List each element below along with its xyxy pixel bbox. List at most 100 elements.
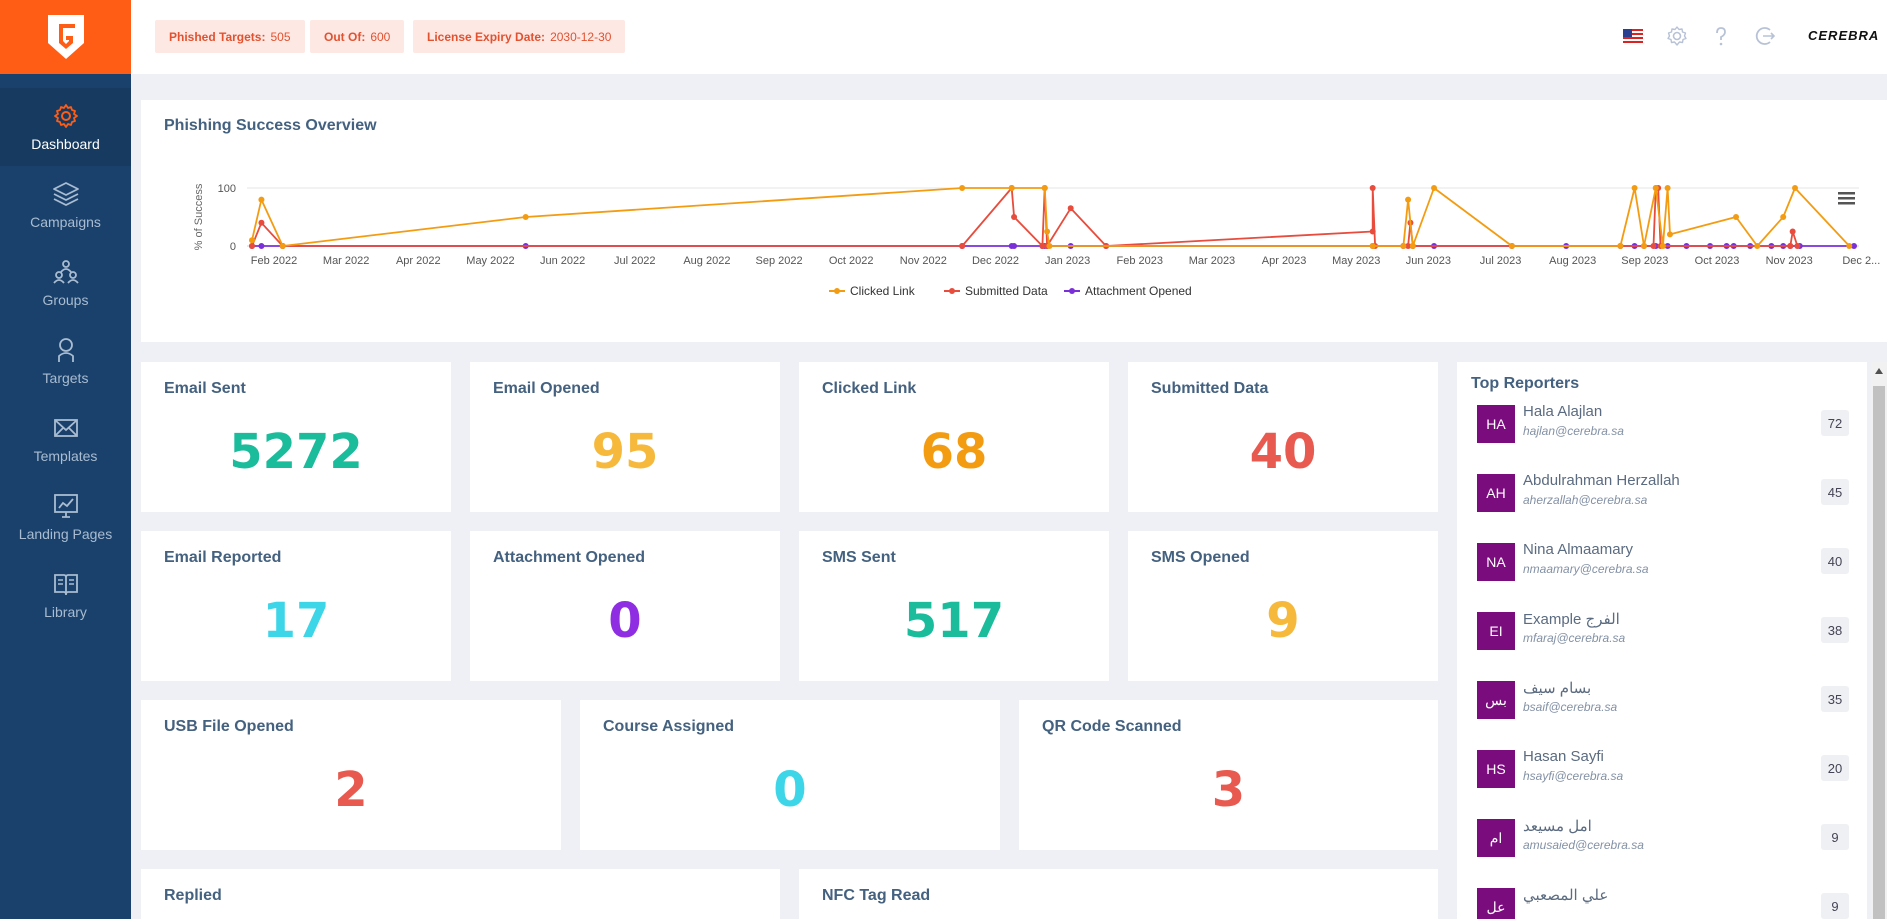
email-opened-card[interactable]: Email Opened 95 — [470, 362, 780, 512]
clicked-link-point — [1659, 243, 1666, 249]
sidebar-item-groups[interactable]: Groups — [0, 244, 131, 322]
group-icon — [52, 260, 79, 284]
submitted-data-point — [1787, 243, 1794, 249]
legend-marker-dot — [834, 288, 840, 294]
sidebar-item-dashboard[interactable]: Dashboard — [0, 88, 131, 166]
scroll-up-arrow-icon[interactable] — [1875, 368, 1883, 374]
clicked-link-point — [1641, 243, 1648, 249]
avatar: HA — [1477, 405, 1515, 443]
reporter-email: mfaraj@cerebra.sa — [1523, 631, 1626, 645]
x-tick-label: Feb 2023 — [1117, 255, 1163, 267]
reporters-scrollbar[interactable] — [1871, 362, 1887, 919]
reporter-row[interactable]: NA Nina Almaamary nmaamary@cerebra.sa 40 — [1477, 538, 1857, 588]
x-tick-label: Sep 2023 — [1621, 255, 1668, 267]
course-assigned-card[interactable]: Course Assigned 0 — [580, 700, 1000, 850]
top-reporters-card: Top Reporters HA Hala Alajlan hajlan@cereb… — [1457, 362, 1867, 919]
clicked-link-point — [1733, 214, 1740, 220]
legend-label: Attachment Opened — [1085, 284, 1192, 298]
reporter-row[interactable]: ام امل مسيعد amusaied@cerebra.sa 9 — [1477, 814, 1857, 864]
reporter-row[interactable]: HS Hasan Sayfi hsayfi@cerebra.sa 20 — [1477, 745, 1857, 795]
attachment-opened-point — [258, 243, 265, 249]
legend-marker-dot — [1069, 288, 1075, 294]
clicked-link-point — [1792, 185, 1799, 191]
logo-icon — [47, 15, 84, 59]
x-tick-label: Aug 2022 — [683, 255, 730, 267]
x-tick-label: Apr 2022 — [396, 255, 441, 267]
submitted-data-point — [1067, 205, 1074, 212]
sidebar-nav: Dashboard Campaigns Groups Targets Templ… — [0, 88, 131, 634]
clicked-link-point — [258, 196, 265, 203]
clicked-link-point — [1780, 214, 1787, 220]
logo[interactable] — [0, 0, 131, 74]
reporter-row[interactable]: بس بسام سيف bsaif@cerebra.sa 35 — [1477, 676, 1857, 726]
replied-card[interactable]: Replied — [141, 869, 780, 919]
submitted-data-point — [1794, 243, 1801, 249]
submitted-data-card[interactable]: Submitted Data 40 — [1128, 362, 1438, 512]
license-badge: License Expiry Date: 2030-12-30 — [413, 20, 626, 53]
x-tick-label: May 2023 — [1332, 255, 1380, 267]
scroll-thumb[interactable] — [1873, 386, 1885, 919]
top-reporters-title: Top Reporters — [1471, 375, 1580, 392]
x-tick-label: Jun 2023 — [1406, 255, 1451, 267]
out-of-value: 600 — [370, 29, 391, 44]
sidebar-item-campaigns[interactable]: Campaigns — [0, 166, 131, 244]
submitted-data-point — [249, 243, 255, 249]
legend-label: Clicked Link — [850, 284, 916, 298]
sidebar-item-library[interactable]: Library — [0, 556, 131, 634]
stat-value: 5272 — [229, 424, 363, 480]
submitted-data-point — [1039, 243, 1046, 249]
stat-value: 68 — [920, 424, 988, 480]
reporter-name: بسام سيف — [1523, 680, 1592, 697]
attachment-opened-card[interactable]: Attachment Opened 0 — [470, 531, 780, 681]
reporter-email: bsaif@cerebra.sa — [1523, 700, 1618, 714]
x-tick-label: Feb 2022 — [251, 255, 297, 267]
email-reported-card[interactable]: Email Reported 17 — [141, 531, 451, 681]
legend-label: Submitted Data — [965, 284, 1048, 298]
phished-targets-value: 505 — [270, 29, 291, 44]
license-label: License Expiry Date: — [427, 29, 546, 44]
chart-monitor-icon — [53, 494, 78, 518]
qr-code-scanned-card[interactable]: QR Code Scanned 3 — [1019, 700, 1438, 850]
usb-file-opened-card[interactable]: USB File Opened 2 — [141, 700, 561, 850]
clicked-link-point — [1652, 185, 1659, 191]
reporter-row[interactable]: عل علي المصعبي 9 — [1477, 883, 1857, 919]
sms-sent-card[interactable]: SMS Sent 517 — [799, 531, 1109, 681]
help-icon[interactable] — [1710, 25, 1732, 47]
avatar: عل — [1477, 888, 1515, 919]
reporter-count-badge: 9 — [1821, 893, 1849, 919]
clicked-link-point — [1041, 185, 1048, 191]
reporter-row[interactable]: AH Abdulrahman Herzallah aherzallah@cerebr… — [1477, 469, 1857, 519]
x-tick-label: Jul 2023 — [1480, 255, 1522, 267]
stat-title: Course Assigned — [603, 718, 734, 735]
clicked-link-point — [1631, 185, 1638, 191]
x-tick-label: Apr 2023 — [1262, 255, 1307, 267]
stat-value: 3 — [1211, 762, 1246, 818]
stat-title: QR Code Scanned — [1042, 718, 1182, 735]
y-axis-label: % of Success — [193, 183, 205, 250]
out-of-label: Out Of: — [324, 29, 366, 44]
email-sent-card[interactable]: Email Sent 5272 — [141, 362, 451, 512]
logout-icon[interactable] — [1754, 25, 1776, 47]
stat-title: SMS Sent — [822, 549, 896, 566]
clicked-link-card[interactable]: Clicked Link 68 — [799, 362, 1109, 512]
reporter-email: amusaied@cerebra.sa — [1523, 838, 1644, 852]
chart-menu-icon[interactable] — [1838, 192, 1855, 205]
reporter-row[interactable]: EI Example الفرج mfaraj@cerebra.sa 38 — [1477, 607, 1857, 657]
sidebar-item-targets[interactable]: Targets — [0, 322, 131, 400]
nfc-tag-read-card[interactable]: NFC Tag Read — [799, 869, 1438, 919]
reporter-email: aherzallah@cerebra.sa — [1523, 493, 1648, 507]
brand-logo[interactable]: CEREBRA — [1808, 28, 1880, 43]
sidebar-item-label: Landing Pages — [18, 526, 113, 542]
sidebar: Dashboard Campaigns Groups Targets Templ… — [0, 0, 131, 919]
reporter-count-badge: 45 — [1821, 479, 1849, 505]
user-icon — [57, 338, 74, 362]
sms-opened-card[interactable]: SMS Opened 9 — [1128, 531, 1438, 681]
sidebar-item-templates[interactable]: Templates — [0, 400, 131, 478]
avatar: ام — [1477, 819, 1515, 857]
sidebar-item-landing-pages[interactable]: Landing Pages — [0, 478, 131, 556]
us-flag-icon[interactable] — [1622, 25, 1644, 47]
stat-title: Clicked Link — [822, 380, 917, 397]
reporter-row[interactable]: HA Hala Alajlan hajlan@cerebra.sa 72 — [1477, 400, 1857, 450]
settings-icon[interactable] — [1666, 25, 1688, 47]
stat-title: Email Sent — [164, 380, 246, 397]
